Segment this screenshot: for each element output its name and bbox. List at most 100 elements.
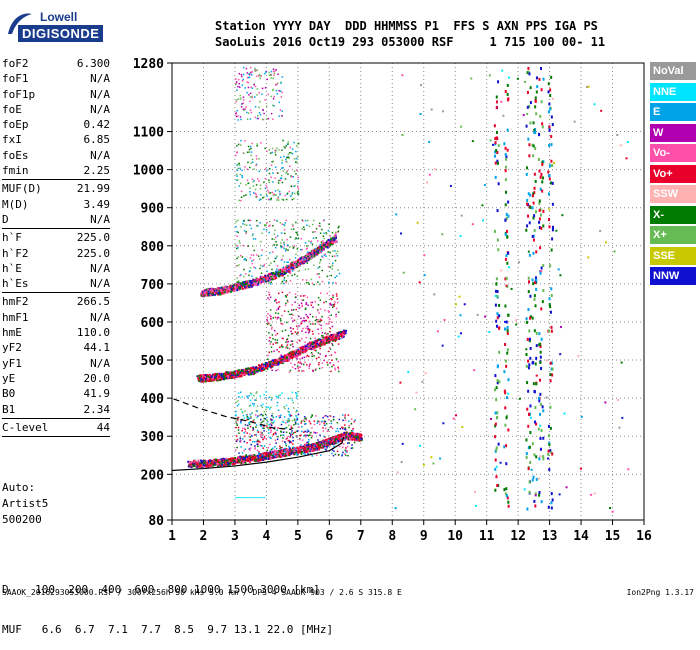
echo-point — [300, 444, 302, 446]
echo-point — [335, 454, 337, 456]
echo-point — [331, 321, 333, 323]
echo-point — [278, 90, 280, 92]
echo-point — [312, 307, 314, 309]
echo-point — [258, 431, 260, 433]
echo-point — [305, 350, 307, 352]
echo-point — [252, 367, 254, 369]
echo-point — [243, 450, 245, 452]
echo-point — [307, 297, 309, 299]
x-tick-label: 6 — [325, 529, 333, 544]
echo-point — [291, 425, 293, 427]
echo-point — [236, 281, 238, 283]
echo-point — [277, 402, 279, 404]
echo-point — [267, 313, 269, 315]
echo-point — [326, 233, 328, 235]
echo-point — [247, 169, 249, 171]
echo-point — [324, 339, 326, 341]
echo-point — [294, 450, 296, 452]
echo-point — [260, 432, 262, 434]
echo-point — [345, 439, 347, 441]
echo-point — [274, 449, 276, 451]
echo-point — [298, 391, 300, 393]
echo-point — [315, 344, 317, 346]
echo-point — [300, 350, 302, 352]
echo-point — [295, 421, 297, 423]
echo-point — [334, 250, 336, 252]
echo-point — [251, 454, 253, 456]
echo-point — [237, 400, 239, 402]
echo-point — [245, 425, 247, 427]
echo-point — [323, 233, 325, 235]
echo-point — [305, 255, 307, 257]
echo-point — [248, 245, 250, 247]
echo-point — [272, 148, 274, 150]
echo-point — [325, 332, 327, 334]
echo-point — [240, 255, 242, 257]
echo-point — [249, 149, 251, 151]
echo-point — [236, 116, 238, 118]
echo-point — [271, 96, 273, 98]
echo-point — [495, 176, 497, 179]
echo-point — [334, 440, 336, 442]
echo-point — [297, 248, 299, 250]
echo-point — [321, 256, 323, 257]
echo-point — [270, 341, 272, 343]
echo-point — [272, 365, 274, 367]
echo-point — [249, 424, 251, 426]
echo-point — [281, 247, 283, 249]
echo-point — [255, 117, 257, 119]
echo-point — [316, 454, 318, 456]
echo-point — [272, 343, 274, 345]
echo-point — [294, 453, 296, 455]
echo-point — [298, 316, 300, 318]
echo-point — [256, 417, 258, 419]
echo-point — [244, 428, 246, 430]
echo-point — [290, 453, 292, 455]
echo-point — [296, 170, 298, 172]
echo-point — [342, 452, 344, 454]
echo-point — [314, 445, 316, 447]
echo-point — [272, 413, 274, 415]
echo-point — [248, 77, 250, 79]
echo-point — [257, 225, 259, 227]
echo-point — [267, 358, 269, 360]
echo-point — [243, 276, 245, 278]
echo-point — [299, 362, 301, 364]
echo-point — [243, 221, 245, 223]
echo-point — [323, 220, 325, 222]
echo-point — [266, 420, 268, 422]
echo-point — [300, 422, 302, 424]
echo-point — [251, 394, 253, 396]
echo-point — [284, 448, 286, 450]
echo-point — [331, 275, 333, 277]
echo-point — [251, 71, 253, 73]
echo-point — [252, 235, 254, 237]
echo-point — [250, 155, 252, 157]
echo-point — [323, 430, 325, 432]
echo-point — [271, 198, 273, 200]
echo-point — [263, 394, 265, 396]
echo-point — [351, 444, 353, 446]
echo-point — [265, 414, 267, 416]
echo-point — [262, 428, 264, 430]
echo-point — [309, 363, 311, 365]
echo-point — [250, 194, 252, 196]
echo-point — [272, 448, 274, 450]
echo-point — [307, 453, 309, 455]
echo-point — [256, 158, 258, 160]
echo-point — [273, 194, 275, 196]
echo-point — [335, 240, 337, 242]
echo-point — [337, 336, 339, 338]
echo-point — [319, 449, 321, 451]
echo-point — [245, 106, 247, 108]
echo-point — [258, 452, 260, 454]
echo-point — [292, 314, 294, 316]
echo-point — [238, 79, 240, 81]
echo-point — [318, 273, 320, 275]
echo-point — [272, 105, 274, 107]
x-tick-label: 13 — [542, 529, 558, 544]
echo-point — [255, 238, 256, 240]
echo-point — [321, 344, 323, 346]
echo-point — [256, 145, 258, 147]
echo-point — [320, 232, 322, 234]
